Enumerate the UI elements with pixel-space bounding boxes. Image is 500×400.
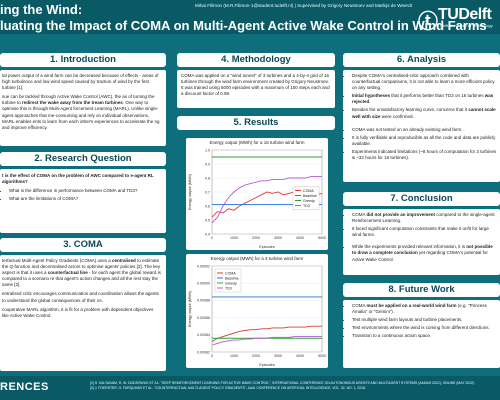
intro-box: tal power output of a wind farm can be d… — [0, 70, 166, 146]
research-question: t is the effect of COMA on the problem o… — [2, 173, 161, 185]
question-heading: 2. Research Question — [0, 152, 166, 166]
x-axis-label: Episodes — [259, 245, 275, 249]
legend-entry: Baseline — [225, 276, 239, 280]
x-tick-label: 3000 — [274, 236, 282, 240]
y-tick-label: 1.0 — [205, 148, 210, 152]
coma-heading: 3. COMA — [0, 238, 166, 252]
analysis-item-5: It is fully verifiable and reproducible … — [352, 135, 498, 147]
x-tick-label: 4000 — [296, 236, 304, 240]
references-list: [1] S. KALYANAM, R. W. ZUIDERWIJK ET AL.… — [90, 381, 475, 391]
intro-paragraph-1: tal power output of a wind farm can be d… — [2, 73, 161, 91]
coma-paragraph-2: entralised critic encourages communicati… — [2, 291, 161, 303]
x-tick-label: 4000 — [296, 354, 304, 358]
analysis-heading: 6. Analysis — [343, 53, 500, 67]
legend-entry: TD3 — [225, 286, 232, 290]
y-tick-label: 0.4 — [205, 232, 210, 236]
x-tick-label: 1000 — [230, 236, 238, 240]
coma-paragraph-1: terfactual Multi-Agent Policy Gradients … — [2, 258, 161, 288]
legend-entry: COMA — [303, 189, 314, 193]
future-item-3: Test environments where the wind is comi… — [352, 325, 498, 331]
question-box: t is the effect of COMA on the problem o… — [0, 169, 166, 233]
chart-3-svg: 0.00082 0.00084 0.00086 0.00088 0.00090 0.000… — [186, 262, 328, 368]
results-heading: 5. Results — [177, 116, 335, 130]
y-tick-label: 0.5 — [205, 218, 210, 222]
chart-3-title: Energy output (MWh) for a 3 turbine wind… — [186, 256, 328, 261]
future-item-1: COMA must be applied on a real-world win… — [352, 303, 498, 315]
legend-entry: TD3 — [303, 204, 310, 208]
tudelft-flame-icon: ⓣ — [418, 5, 438, 34]
future-heading: 8. Future Work — [343, 283, 500, 297]
analysis-item-1: Despite COMA's centralised-critic approa… — [352, 73, 498, 91]
y-axis-label: Energy output (MWh) — [188, 290, 192, 327]
methodology-paragraph: COMA was applied on a "wind tunnel" of 3… — [181, 73, 331, 97]
subquestion-1: What is the difference in performance be… — [9, 188, 161, 194]
poster-title-line2: luating the Impact of COMA on Multi-Agen… — [0, 18, 487, 33]
analysis-item-2: Initial hypotheses that it performs bett… — [352, 93, 498, 105]
y-tick-label: 0.00086 — [197, 316, 210, 320]
y-tick-label: 0.6 — [205, 204, 210, 208]
reference-2: [2] J. FOERSTER, G. FARQUHAR ET AL. "COU… — [90, 386, 475, 391]
conclusion-heading: 7. Conclusion — [343, 192, 500, 206]
y-axis-label: Energy output (MWh) — [188, 173, 192, 210]
x-tick-label: 5000 — [318, 236, 326, 240]
poster-footer: RENCES [1] S. KALYANAM, R. W. ZUIDERWIJK… — [0, 376, 500, 400]
chart-16-title: Energy output (MWh) for a 16 turbine win… — [186, 140, 328, 145]
y-tick-label: 0.8 — [205, 176, 210, 180]
x-tick-label: 3000 — [274, 354, 282, 358]
analysis-item-6: Experiments indicated limitations (~8 ho… — [352, 149, 498, 161]
conclusion-item-3: While the experiments provided relevant … — [352, 244, 498, 262]
chart-3-turbines: Energy output (MWh) for a 3 turbine wind… — [186, 254, 328, 368]
y-tick-label: 0.00082 — [197, 350, 210, 354]
tudelft-logo: ⓣ TUDelft Delft University of Technology — [418, 5, 498, 31]
poster-authors: Mihai Filimon (M.R.Filimon-1@student.tud… — [195, 3, 412, 8]
legend-entry: COMA — [225, 271, 236, 275]
y-tick-label: 0.7 — [205, 190, 210, 194]
chart-16-turbines: Energy output (MWh) for a 16 turbine win… — [186, 138, 328, 250]
y-tick-label: 0.9 — [205, 162, 210, 166]
conclusion-item-2: It faced significant computation constra… — [352, 226, 498, 238]
x-tick-label: 2000 — [252, 236, 260, 240]
legend-entry: Greedy — [303, 199, 315, 203]
methodology-box: COMA was applied on a "wind tunnel" of 3… — [177, 70, 335, 108]
y-tick-label: 0.00084 — [197, 333, 210, 337]
logo-university: Delft University of Technology — [440, 23, 493, 28]
x-tick-label: 0 — [211, 354, 213, 358]
intro-paragraph-2: sue can be tackled through Active Wake C… — [2, 94, 161, 131]
subquestion-2: What are the limitations of COMA? — [9, 196, 161, 202]
x-tick-label: 1000 — [230, 354, 238, 358]
conclusion-item-1: COMA did not provide an improvement comp… — [352, 212, 498, 224]
logo-wordmark: TUDelft — [438, 6, 491, 24]
chart-16-svg: 0.4 0.5 0.6 0.7 0.8 0.9 1.0 0 1000 2000 3000 4000 50… — [186, 146, 328, 250]
conclusion-box: COMA did not provide an improvement comp… — [343, 209, 500, 275]
legend-entry: Baseline — [303, 194, 317, 198]
coma-box: terfactual Multi-Agent Policy Gradients … — [0, 255, 166, 371]
x-tick-label: 0 — [211, 236, 213, 240]
x-tick-label: 2000 — [252, 354, 260, 358]
coma-paragraph-3: cooperative MARL algorithm, it is fit fo… — [2, 307, 161, 319]
future-item-4: Transition to a continuous action space. — [352, 333, 498, 339]
methodology-heading: 4. Methodology — [177, 53, 335, 67]
future-box: COMA must be applied on a real-world win… — [343, 300, 500, 368]
references-label: RENCES — [0, 381, 49, 393]
legend-entry: Greedy — [225, 281, 237, 285]
analysis-item-3: Besides the unsatisfactory learning curv… — [352, 107, 498, 119]
poster-header: ing the Wind: luating the Impact of COMA… — [0, 0, 500, 34]
intro-heading: 1. Introduction — [0, 53, 166, 67]
y-tick-label: 0.00090 — [197, 282, 210, 286]
x-axis-label: Episodes — [259, 363, 275, 367]
future-item-2: Test multiple wind farm layouts and turb… — [352, 317, 498, 323]
y-tick-label: 0.00092 — [197, 264, 210, 268]
analysis-item-4: COMA was not tested on an already existi… — [352, 127, 498, 133]
x-tick-label: 5000 — [318, 354, 326, 358]
analysis-box: Despite COMA's centralised-critic approa… — [343, 70, 500, 182]
y-tick-label: 0.00088 — [197, 299, 210, 303]
